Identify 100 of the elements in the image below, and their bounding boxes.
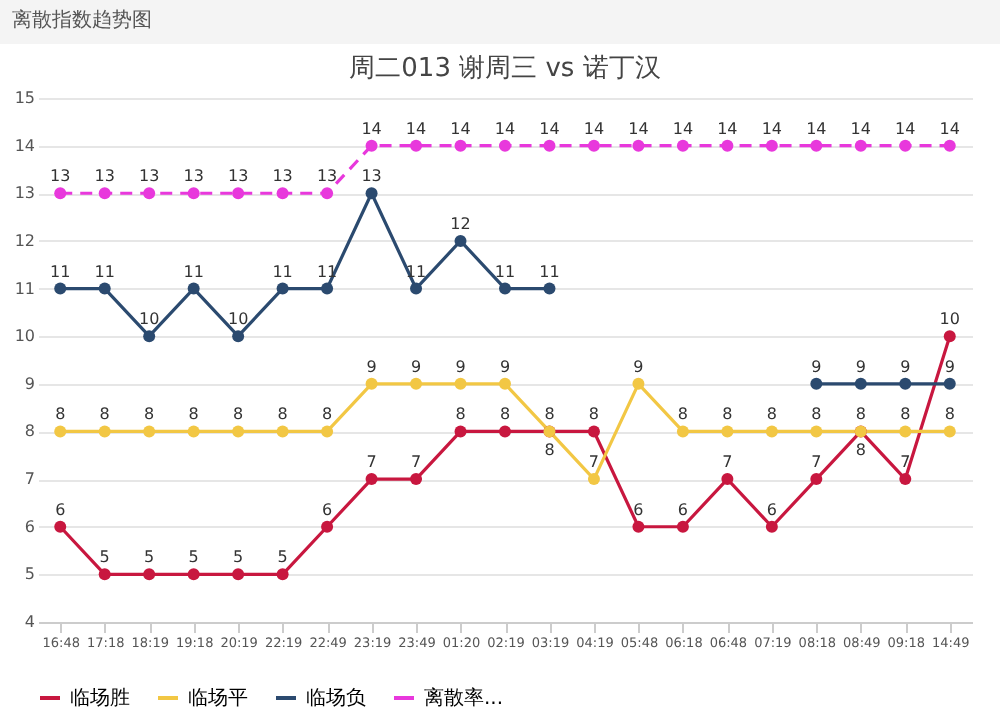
data-label: 8: [99, 405, 110, 424]
data-label: 14: [761, 119, 783, 138]
point: [765, 425, 778, 438]
data-label: 7: [811, 453, 822, 472]
point: [321, 282, 334, 295]
data-label: 14: [850, 119, 871, 138]
y-tick-label: 6: [24, 517, 35, 536]
data-label: 5: [233, 548, 244, 567]
point: [854, 139, 867, 152]
data-label: 8: [855, 405, 866, 424]
point: [454, 234, 467, 247]
point: [676, 520, 689, 533]
y-tick-label: 10: [14, 327, 35, 346]
point: [187, 425, 200, 438]
data-label: 8: [677, 405, 688, 424]
data-label: 8: [233, 405, 244, 424]
point: [765, 139, 778, 152]
y-tick-label: 4: [24, 613, 35, 631]
data-label: 11: [539, 262, 560, 281]
data-label: 14: [450, 119, 471, 138]
data-label: 8: [55, 405, 66, 424]
y-tick-label: 14: [14, 136, 35, 155]
data-label: 8: [499, 405, 511, 424]
point: [632, 520, 645, 533]
point: [143, 425, 156, 438]
data-label: 10: [227, 310, 249, 329]
data-label: 11: [183, 262, 204, 281]
data-label: 8: [144, 405, 155, 424]
point: [321, 187, 334, 200]
point: [899, 425, 912, 438]
data-label: 5: [99, 548, 110, 567]
point: [54, 282, 67, 295]
point: [587, 425, 600, 438]
point: [410, 139, 423, 152]
point: [810, 473, 823, 486]
data-label: 13: [94, 167, 115, 186]
data-label: 9: [633, 357, 644, 376]
point: [854, 377, 867, 390]
data-label: 13: [272, 167, 293, 186]
data-label: 8: [855, 441, 866, 460]
data-label: 14: [628, 119, 649, 138]
point: [232, 330, 245, 343]
data-label: 13: [50, 167, 71, 186]
data-label: 9: [366, 357, 377, 376]
data-label: 14: [405, 119, 427, 138]
data-label: 8: [588, 405, 600, 424]
data-label: 9: [455, 357, 466, 376]
point: [232, 568, 245, 581]
data-label: 13: [316, 167, 338, 186]
data-label: 9: [855, 357, 866, 376]
data-label: 8: [544, 405, 555, 424]
data-label: 7: [722, 453, 733, 472]
point: [899, 473, 912, 486]
point: [276, 425, 289, 438]
legend-label: 临场平: [188, 686, 248, 710]
data-label: 6: [677, 500, 688, 519]
legend-label: 临场胜: [70, 686, 130, 710]
data-label: 13: [183, 167, 204, 186]
point: [721, 425, 734, 438]
point: [899, 139, 912, 152]
data-label: 8: [944, 405, 955, 424]
data-label: 8: [722, 405, 733, 424]
y-tick-label: 12: [14, 231, 35, 250]
data-label: 14: [806, 119, 827, 138]
point: [943, 139, 956, 152]
data-label: 6: [55, 500, 66, 519]
y-tick-label: 15: [14, 89, 35, 107]
data-label: 8: [900, 405, 911, 424]
point: [321, 520, 334, 533]
data-label: 11: [494, 262, 516, 281]
y-tick-label: 8: [24, 422, 35, 441]
point: [543, 282, 556, 295]
point: [232, 187, 245, 200]
point: [765, 520, 778, 533]
point: [499, 377, 511, 390]
point: [499, 139, 511, 152]
point: [365, 377, 378, 390]
data-label: 14: [494, 119, 516, 138]
point: [810, 377, 823, 390]
legend-label: 临场负: [306, 686, 366, 710]
data-label: 7: [410, 453, 422, 472]
point: [410, 473, 423, 486]
point: [98, 425, 111, 438]
data-label: 7: [366, 453, 377, 472]
data-label: 6: [766, 500, 777, 519]
point: [143, 330, 156, 343]
data-label: 6: [633, 500, 644, 519]
y-tick-label: 5: [24, 565, 35, 584]
data-label: 13: [227, 167, 249, 186]
data-label: 9: [944, 357, 955, 376]
data-label: 8: [322, 405, 333, 424]
data-label: 8: [544, 441, 555, 460]
point: [365, 187, 378, 200]
point: [187, 282, 200, 295]
point: [943, 330, 956, 343]
point: [454, 139, 467, 152]
data-label: 14: [672, 119, 694, 138]
point: [721, 473, 734, 486]
point: [365, 473, 378, 486]
point: [54, 187, 67, 200]
